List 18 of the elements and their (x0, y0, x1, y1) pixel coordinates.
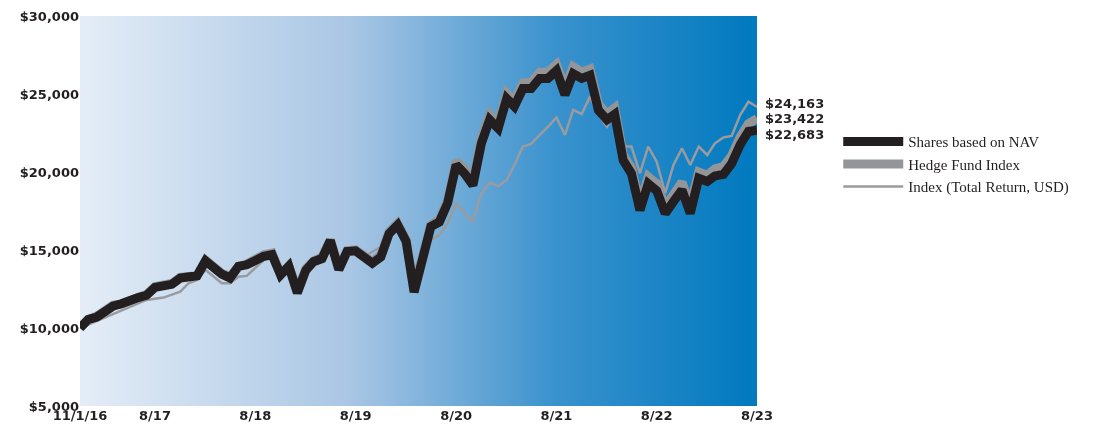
x-tick-label: 8/20 (440, 408, 473, 423)
x-tick-label: 8/21 (540, 408, 573, 423)
x-tick-label: 8/17 (139, 408, 171, 423)
y-tick-label: $15,000 (19, 242, 79, 258)
annotation: $23,422 (765, 111, 825, 126)
x-tick-label: 8/18 (239, 408, 272, 423)
y-tick-label: $30,000 (19, 8, 79, 24)
legend-label: Hedge Fund Index (908, 156, 1021, 173)
legend-label: Shares based on NAV (908, 134, 1040, 151)
y-tick-label: $25,000 (19, 86, 79, 102)
x-tick-label: 8/22 (640, 408, 673, 423)
x-tick-label: 8/23 (741, 408, 773, 423)
legend-label: Index (Total Return, USD) (908, 179, 1069, 197)
y-tick-label: $20,000 (19, 164, 79, 180)
x-tick-label: 8/19 (339, 408, 372, 423)
annotation: $24,163 (765, 96, 825, 111)
y-tick-label: $10,000 (19, 320, 79, 336)
annotation: $22,683 (765, 127, 825, 142)
